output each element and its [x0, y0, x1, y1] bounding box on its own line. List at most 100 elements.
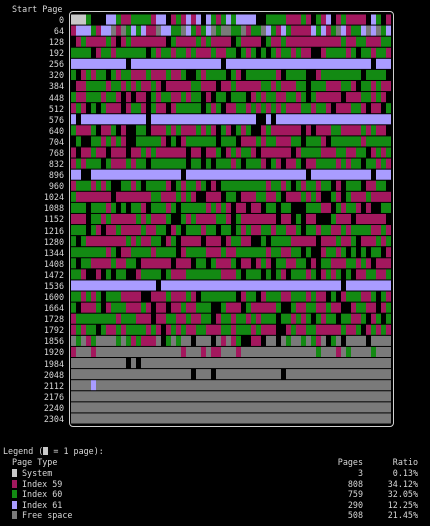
start-page-label: 576 [48, 114, 64, 125]
page-block-index59 [131, 36, 166, 47]
page-block-index61 [206, 14, 211, 25]
start-page-label: 384 [48, 81, 64, 92]
page-block-index60 [176, 14, 181, 25]
page-block-index59 [196, 213, 216, 225]
page-block-index60 [101, 47, 111, 58]
page-block-index59 [221, 335, 226, 346]
page-block-free [221, 346, 236, 358]
page-block-index59 [256, 103, 261, 114]
page-block-index60 [236, 247, 266, 258]
page-block-index59 [156, 147, 186, 158]
start-page-label: 1024 [43, 192, 64, 203]
legend-row: Index 61 290 12.25% [12, 500, 418, 510]
page-block-index60 [181, 324, 186, 335]
page-block-index59 [236, 69, 241, 80]
page-block-index60 [236, 103, 246, 114]
page-block-free [346, 335, 366, 346]
page-block-index59 [176, 313, 186, 324]
page-block-index60 [266, 125, 271, 136]
page-block-index60 [141, 302, 146, 313]
page-block-index60 [301, 92, 306, 103]
page-block-index59 [316, 225, 321, 236]
page-block-index60 [236, 225, 241, 236]
page-block-index59 [301, 313, 306, 324]
page-block-index60 [306, 225, 316, 236]
legend-title-suffix: = 1 page): [48, 446, 104, 456]
page-block-index60 [216, 158, 231, 169]
page-block-free [321, 335, 326, 346]
page-block-index59 [246, 313, 251, 324]
page-block-index59 [171, 103, 176, 114]
page-block-index59 [186, 213, 191, 225]
page-block-index60 [176, 180, 181, 191]
page-block-index59 [226, 147, 231, 158]
page-block-index59 [181, 14, 186, 25]
page-block-index59 [251, 225, 261, 236]
legend-type-label: Index 60 [22, 489, 63, 499]
page-block-index60 [171, 36, 176, 47]
page-block-index59 [276, 25, 281, 36]
page-block-index60 [151, 92, 156, 103]
page-block-index60 [266, 202, 276, 213]
page-block-index60 [241, 147, 251, 158]
page-block-index59 [71, 25, 76, 36]
page-block-index60 [231, 14, 236, 25]
page-block-index59 [196, 180, 201, 191]
page-block-index59 [346, 36, 356, 47]
page-block-index60 [346, 269, 351, 280]
page-block-index59 [106, 225, 116, 236]
page-block-index59 [301, 180, 306, 191]
page-block-index60 [376, 180, 386, 191]
page-block-index59 [341, 125, 361, 136]
page-block-free [216, 369, 281, 380]
start-page-label: 1152 [43, 214, 64, 225]
page-block-index59 [111, 47, 116, 58]
page-block-index59 [236, 346, 241, 358]
legend-ratio-value: 12.25% [387, 499, 418, 510]
page-block-free [71, 335, 76, 346]
page-block-index59 [181, 125, 196, 136]
page-block-index60 [281, 103, 286, 114]
page-block-index60 [126, 236, 131, 247]
page-block-index60 [296, 258, 306, 269]
page-block-index59 [346, 225, 351, 236]
page-block-index60 [311, 291, 316, 302]
page-block-index60 [341, 324, 346, 335]
page-block-index59 [286, 258, 296, 269]
page-block-index60 [216, 103, 221, 114]
page-block-index59 [226, 213, 231, 225]
page-block-index60 [251, 47, 256, 58]
page-map-grid [71, 14, 391, 424]
page-block-index59 [251, 147, 256, 158]
page-block-index60 [91, 202, 106, 213]
page-block-index59 [206, 324, 221, 335]
page-block-index60 [381, 36, 391, 47]
page-block-index60 [186, 291, 191, 302]
page-block-index60 [196, 302, 211, 313]
page-block-free [96, 380, 391, 391]
start-page-label: 512 [48, 103, 64, 114]
page-block-index59 [131, 180, 136, 191]
page-block-free [261, 25, 266, 36]
page-block-index59 [351, 191, 366, 202]
page-block-index60 [336, 236, 341, 247]
page-block-free [221, 25, 231, 36]
page-block-index61 [226, 14, 231, 25]
page-block-index59 [241, 191, 256, 202]
legend-pages-value: 508 [347, 510, 363, 520]
legend-ratio-value: 21.45% [387, 510, 418, 520]
page-block-index59 [251, 324, 256, 335]
page-block-index59 [306, 158, 316, 169]
page-block-index60 [371, 346, 376, 358]
page-block-index59 [201, 125, 206, 136]
page-block-index60 [81, 36, 86, 47]
page-block-free [286, 369, 391, 380]
legend-ratio-value: 0.13% [392, 468, 418, 478]
page-block-index59 [306, 269, 311, 280]
page-block-index60 [126, 25, 131, 36]
page-block-index59 [371, 103, 381, 114]
page-block-index59 [386, 324, 391, 335]
page-block-index59 [271, 125, 301, 136]
page-block-index60 [346, 191, 351, 202]
page-block-index59 [331, 258, 346, 269]
